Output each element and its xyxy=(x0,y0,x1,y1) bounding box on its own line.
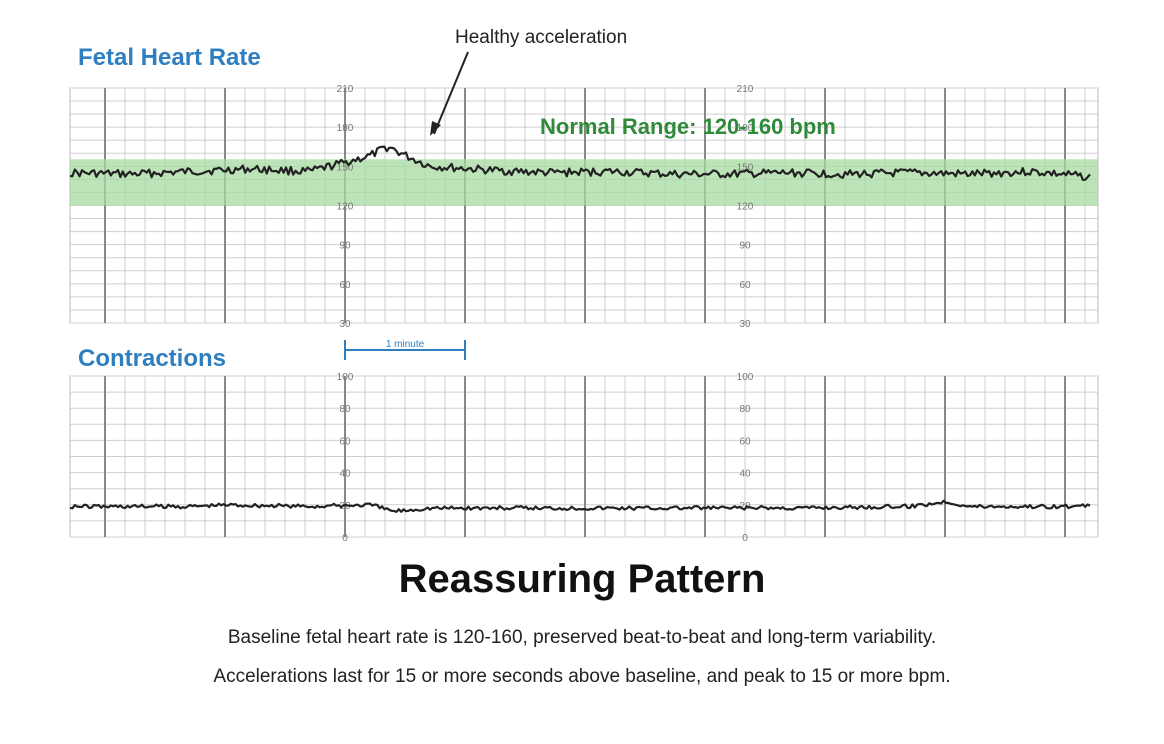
fhr-tick-label: 30 xyxy=(339,319,351,330)
contractions-tick-label: 0 xyxy=(342,533,348,544)
contractions-grid xyxy=(69,375,1099,538)
normal-range-label: Normal Range: 120-160 bpm xyxy=(540,114,836,139)
contractions-tick-label: 100 xyxy=(737,372,754,383)
annotation-arrow xyxy=(433,51,469,135)
fhr-tick-label: 150 xyxy=(737,162,754,173)
fhr-tick-label: 120 xyxy=(737,202,754,213)
contractions-tick-label: 20 xyxy=(739,501,751,512)
contractions-tick-label: 100 xyxy=(337,372,354,383)
contractions-trace xyxy=(69,499,1091,513)
caption-line-2: Accelerations last for 15 or more second… xyxy=(213,666,951,687)
fhr-tick-label: 90 xyxy=(739,241,751,252)
caption-line-1: Baseline fetal heart rate is 120-160, pr… xyxy=(227,627,937,648)
annotation-arrowhead xyxy=(430,121,441,136)
acceleration-annotation: Healthy acceleration xyxy=(455,27,627,48)
fhr-tick-label: 90 xyxy=(339,241,351,252)
scale-bar-label: 1 minute xyxy=(386,339,425,350)
contractions-tick-label: 80 xyxy=(339,404,351,415)
one-minute-scale-bar: 1 minute xyxy=(344,339,466,360)
contractions-tick-label: 60 xyxy=(739,436,751,447)
contractions-tick-label: 60 xyxy=(339,436,351,447)
fhr-trace xyxy=(69,145,1091,181)
contractions-section-label: Contractions xyxy=(78,345,227,372)
contractions-tick-label: 0 xyxy=(742,533,748,544)
contractions-tick-label: 80 xyxy=(739,404,751,415)
contractions-tick-label: 40 xyxy=(339,469,351,480)
fhr-tick-label: 180 xyxy=(337,123,354,134)
fhr-tick-label: 120 xyxy=(337,202,354,213)
fhr-tick-label: 210 xyxy=(337,84,354,95)
fhr-tick-label: 150 xyxy=(337,162,354,173)
contractions-tick-label: 40 xyxy=(739,469,751,480)
fhr-tick-label: 180 xyxy=(737,123,754,134)
normal-range-band xyxy=(70,159,1098,206)
fhr-tick-label: 210 xyxy=(737,84,754,95)
fhr-tick-labels: 210 180 150 120 90 60 30 210 180 150 120 90 60 30 xyxy=(337,84,754,330)
fhr-section-label: Fetal Heart Rate xyxy=(78,44,261,71)
fhr-tick-label: 30 xyxy=(739,319,751,330)
contractions-tick-labels: 100 80 60 40 20 0 100 80 60 40 20 0 xyxy=(337,372,754,544)
ctg-strip-chart: 210 180 150 120 90 60 30 210 180 150 120 90 60 30 Nor… xyxy=(69,27,1099,544)
fhr-tick-label: 60 xyxy=(339,280,351,291)
contractions-tick-label: 20 xyxy=(339,501,351,512)
pattern-title: Reassuring Pattern xyxy=(398,557,766,601)
fhr-tick-label: 60 xyxy=(739,280,751,291)
